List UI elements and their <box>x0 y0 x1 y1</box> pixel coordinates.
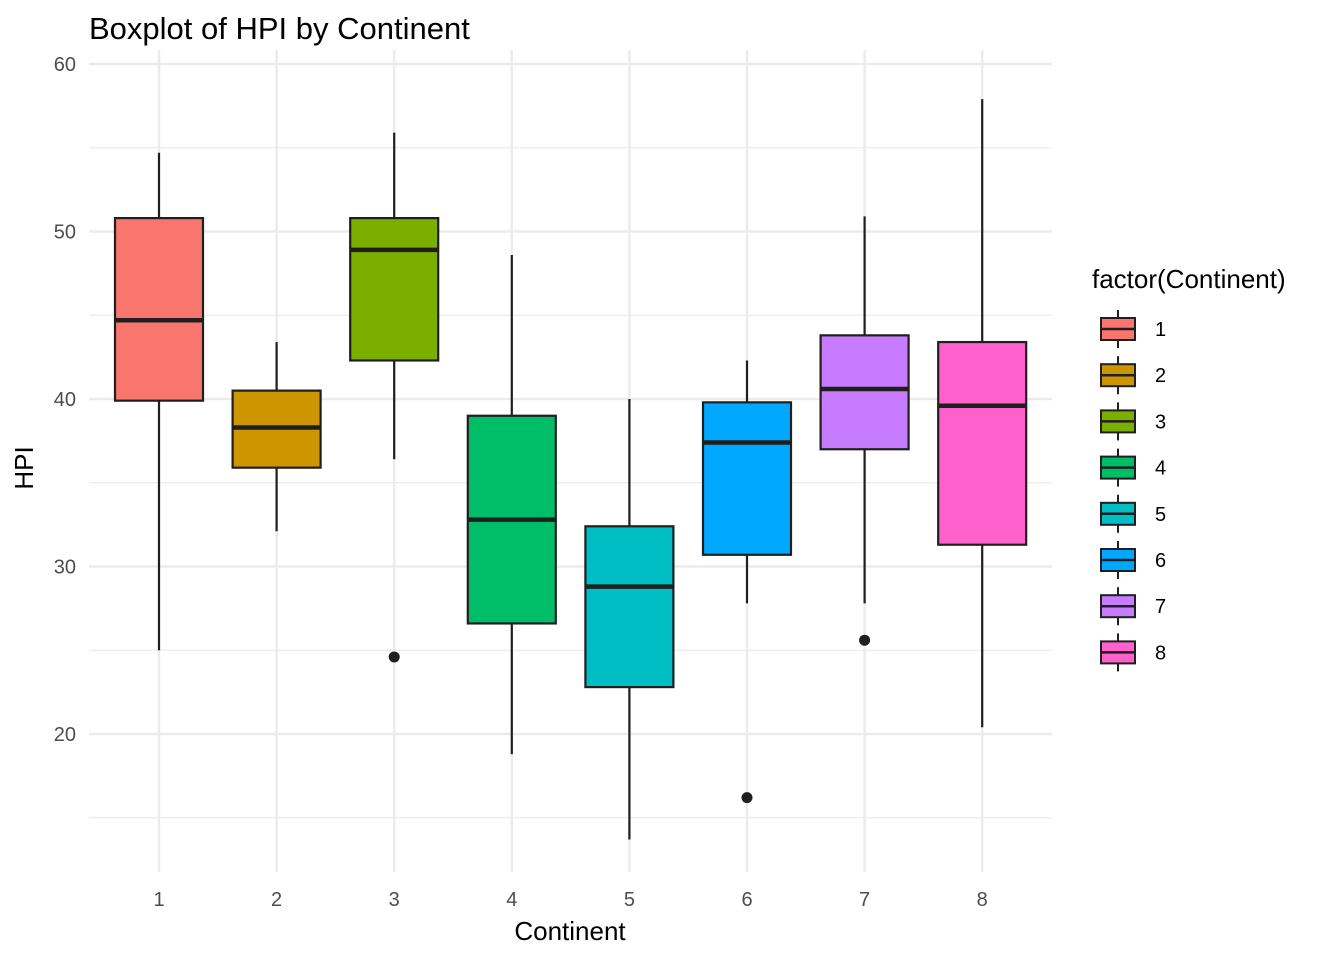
box-iqr <box>937 340 1028 546</box>
legend-label: 4 <box>1155 458 1166 480</box>
legend-item-6: 6 <box>1100 541 1166 579</box>
box-group-5 <box>584 399 675 840</box>
box-iqr <box>701 401 793 556</box>
legend-item-7: 7 <box>1100 587 1166 626</box>
x-tick-label: 6 <box>741 889 752 911</box>
outlier-point <box>859 634 871 646</box>
x-tick-label: 3 <box>389 889 400 911</box>
y-tick-label: 30 <box>54 557 76 579</box>
box-group-2 <box>231 342 322 532</box>
box-group-7 <box>819 216 910 646</box>
x-axis-ticks: 1 2 3 4 5 6 7 8 <box>153 889 987 911</box>
box-iqr <box>113 217 205 402</box>
legend-item-5: 5 <box>1100 494 1166 533</box>
chart-title: Boxplot of HPI by Continent <box>89 11 470 46</box>
box-iqr <box>349 217 440 362</box>
y-tick-label: 50 <box>54 222 76 244</box>
x-tick-label: 4 <box>506 889 517 911</box>
legend-item-8: 8 <box>1100 633 1166 672</box>
legend-label: 3 <box>1155 411 1166 433</box>
box-group-4 <box>466 254 557 755</box>
box-iqr <box>584 525 675 689</box>
legend: factor(Continent) 1 2 3 4 5 6 7 8 <box>1092 264 1286 672</box>
box-group-8 <box>937 99 1028 728</box>
x-tick-label: 2 <box>271 889 282 911</box>
x-tick-label: 5 <box>624 889 635 911</box>
y-axis-ticks: 20 30 40 50 60 <box>54 54 76 746</box>
box-group-3 <box>349 132 440 663</box>
minor-grid <box>89 147 1052 819</box>
legend-label: 8 <box>1155 642 1166 664</box>
y-axis-title: HPI <box>9 446 39 489</box>
box-group-1 <box>113 152 205 651</box>
x-tick-label: 8 <box>977 889 988 911</box>
legend-label: 6 <box>1155 550 1166 572</box>
legend-item-2: 2 <box>1100 356 1166 395</box>
x-axis-title: Continent <box>514 916 626 946</box>
legend-label: 5 <box>1155 504 1166 526</box>
legend-label: 7 <box>1155 596 1166 618</box>
outlier-point <box>741 792 753 804</box>
x-tick-label: 1 <box>153 889 164 911</box>
box-group-6 <box>701 360 793 804</box>
boxes <box>113 99 1028 840</box>
legend-label: 2 <box>1155 365 1166 387</box>
legend-item-3: 3 <box>1100 402 1166 441</box>
x-tick-label: 7 <box>859 889 870 911</box>
outlier-point <box>388 651 400 663</box>
y-tick-label: 40 <box>54 389 76 411</box>
y-tick-label: 20 <box>54 724 76 746</box>
legend-title: factor(Continent) <box>1092 264 1286 294</box>
y-tick-label: 60 <box>54 54 76 76</box>
legend-label: 1 <box>1155 319 1166 341</box>
legend-item-4: 4 <box>1100 448 1166 487</box>
box-iqr <box>819 334 910 451</box>
legend-item-1: 1 <box>1100 310 1166 348</box>
